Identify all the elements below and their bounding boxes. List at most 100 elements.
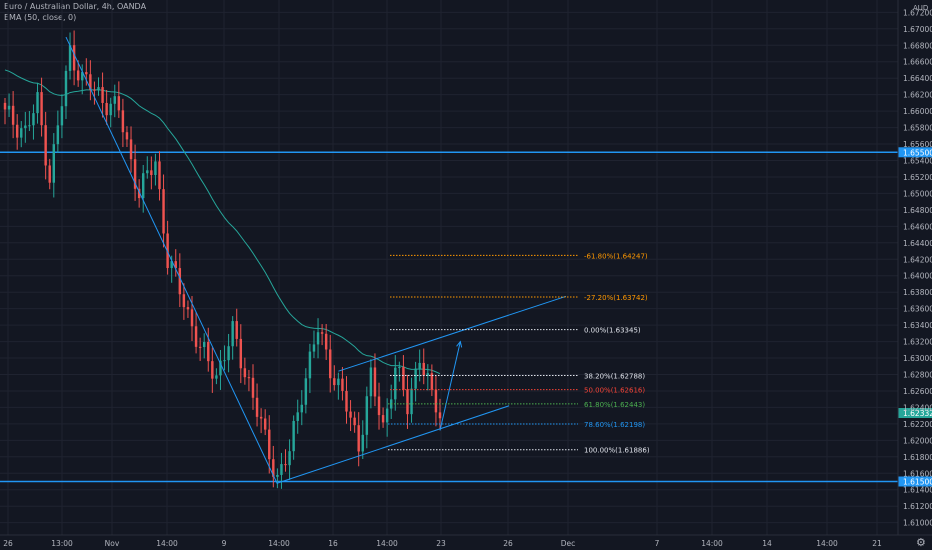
candle-body <box>146 170 149 174</box>
time-tick-label: 14:00 <box>156 539 178 548</box>
price-tick-label: 1.61000 <box>903 519 932 528</box>
fibonacci-levels[interactable]: -61.80%(1.64247) -27.20%(1.63742) 0.00%(1.… <box>388 252 650 455</box>
price-tick-label: 1.64400 <box>903 239 932 248</box>
price-tick-label: 1.62800 <box>903 371 932 380</box>
candle-body <box>211 361 214 379</box>
candle-body <box>398 367 401 369</box>
trendline <box>338 295 567 372</box>
candle-body <box>373 367 377 397</box>
time-tick-label: Nov <box>105 539 120 548</box>
candle-body <box>227 346 230 361</box>
trendlines[interactable] <box>65 36 567 485</box>
candle-body <box>320 332 324 334</box>
last-price-label: 1.62332 <box>903 409 932 418</box>
candle-body <box>263 418 267 430</box>
candle-body <box>162 189 165 234</box>
candle-body <box>434 389 438 413</box>
candle-body <box>101 87 104 103</box>
price-tick-label: 1.62400 <box>903 403 932 412</box>
horizontal-levels[interactable]: 1.65500 1.61500 1.62332 <box>0 147 932 487</box>
candle-body <box>259 416 263 419</box>
level-price-tag <box>898 147 932 158</box>
candles <box>3 30 442 489</box>
candle-body <box>174 261 177 269</box>
candle-body <box>207 342 210 362</box>
price-tick-label: 1.64000 <box>903 272 932 281</box>
ema-line <box>4 69 441 375</box>
candle-body <box>247 377 251 379</box>
last-price-tag <box>898 408 932 419</box>
candle-body <box>385 408 389 423</box>
time-tick-label: 23 <box>436 539 446 548</box>
ema-line-path <box>4 69 441 375</box>
price-tick-label: 1.64800 <box>903 206 932 215</box>
candle-body <box>32 113 35 126</box>
price-tick-label: 1.61800 <box>903 453 932 462</box>
trendline <box>277 405 510 484</box>
candle-body <box>381 415 385 423</box>
candle-body <box>426 373 430 376</box>
level-price-label: 1.61500 <box>903 478 932 487</box>
candle-body <box>268 429 271 460</box>
fib-level-label: 61.80%(1.62443) <box>584 401 645 409</box>
candle-body <box>438 412 442 419</box>
candle-body <box>430 373 434 390</box>
time-tick-label: 16 <box>328 539 338 548</box>
price-tick-label: 1.63200 <box>903 338 932 347</box>
currency-label: AUD <box>913 4 928 12</box>
price-tick-label: 1.61600 <box>903 469 932 478</box>
time-tick-label: 9 <box>222 539 227 548</box>
candle-body <box>11 105 15 125</box>
price-tick-label: 1.65400 <box>903 157 932 166</box>
gear-icon[interactable]: ⚙ <box>916 536 926 549</box>
candle-body <box>316 332 320 345</box>
candle-body <box>345 390 348 412</box>
candle-body <box>308 351 312 379</box>
price-tick-label: 1.66000 <box>903 107 932 116</box>
candle-body <box>353 417 356 426</box>
price-axis[interactable]: 1.67200 1.67000 1.66800 1.66600 1.66400 1.662… <box>897 0 932 535</box>
candle-body <box>7 105 11 110</box>
candle-body <box>223 360 226 362</box>
candle-body <box>324 333 328 350</box>
level-price-label: 1.65500 <box>903 148 932 157</box>
candle-body <box>231 321 234 347</box>
price-tick-label: 1.66200 <box>903 91 932 100</box>
candle-body <box>117 96 121 111</box>
price-tick-label: 1.65800 <box>903 124 932 133</box>
time-tick-label: 14:00 <box>376 539 398 548</box>
projection-arrow-head <box>456 340 463 348</box>
fib-level-label: 0.00%(1.63345) <box>584 327 641 335</box>
candle-body <box>129 139 133 160</box>
trendline <box>65 36 278 485</box>
candle-body <box>121 110 125 133</box>
candle-body <box>178 268 182 295</box>
price-tick-label: 1.63000 <box>903 354 932 363</box>
indicator-legend[interactable]: EMA (50, close, 0) <box>4 13 77 22</box>
price-tick-label: 1.65000 <box>903 189 932 198</box>
candle-body <box>239 338 243 369</box>
price-tick-label: 1.67000 <box>903 25 932 34</box>
candle-body <box>137 188 141 199</box>
price-tick-label: 1.64600 <box>903 222 932 231</box>
price-tick-label: 1.66600 <box>903 58 932 67</box>
candle-body <box>36 92 39 114</box>
time-tick-label: 26 <box>3 539 13 548</box>
candle-body <box>414 368 417 389</box>
fib-level-label: -27.20%(1.63742) <box>584 294 648 302</box>
time-tick-label: 7 <box>655 539 660 548</box>
candle-body <box>202 342 206 348</box>
candle-body <box>194 326 198 347</box>
candle-body <box>402 367 405 390</box>
candle-body <box>235 321 238 339</box>
candle-body <box>406 389 409 415</box>
price-tick-label: 1.62600 <box>903 387 932 396</box>
candle-body <box>349 411 352 418</box>
candle-body <box>243 368 247 378</box>
candle-body <box>312 344 316 352</box>
candle-body <box>28 125 31 127</box>
time-axis[interactable]: 26 13:00 Nov 14:00 9 14:00 16 14:00 23 26 Dec 7 14:0… <box>0 534 932 548</box>
price-tick-label: 1.64200 <box>903 255 932 264</box>
